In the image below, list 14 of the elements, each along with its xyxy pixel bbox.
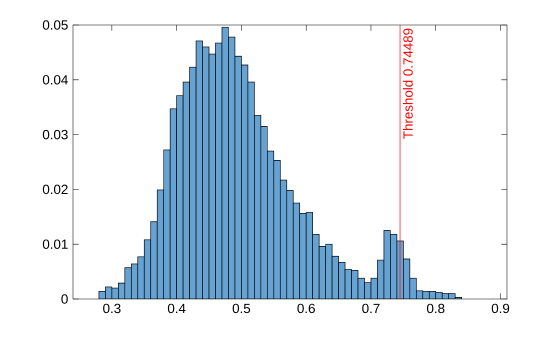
x-tick-label: 0.3 bbox=[103, 304, 121, 314]
x-tick-label: 0.7 bbox=[362, 304, 380, 314]
x-tick-label: 0.5 bbox=[232, 304, 250, 314]
y-tick-label: 0.01 bbox=[42, 239, 68, 249]
y-tick-label: 0.02 bbox=[42, 184, 68, 194]
x-tick-label: 0.6 bbox=[297, 304, 315, 314]
y-tick-label: 0.03 bbox=[42, 130, 68, 140]
x-tick-label: 0.4 bbox=[168, 304, 186, 314]
y-tick-label: 0.05 bbox=[42, 20, 68, 30]
y-tick-label: 0.04 bbox=[42, 75, 68, 85]
x-tick-label: 0.8 bbox=[426, 304, 444, 314]
ref-line-label: Threshold 0.74489 bbox=[402, 28, 413, 139]
y-tick-label: 0 bbox=[61, 294, 68, 304]
x-tick-label: 0.9 bbox=[492, 304, 510, 314]
